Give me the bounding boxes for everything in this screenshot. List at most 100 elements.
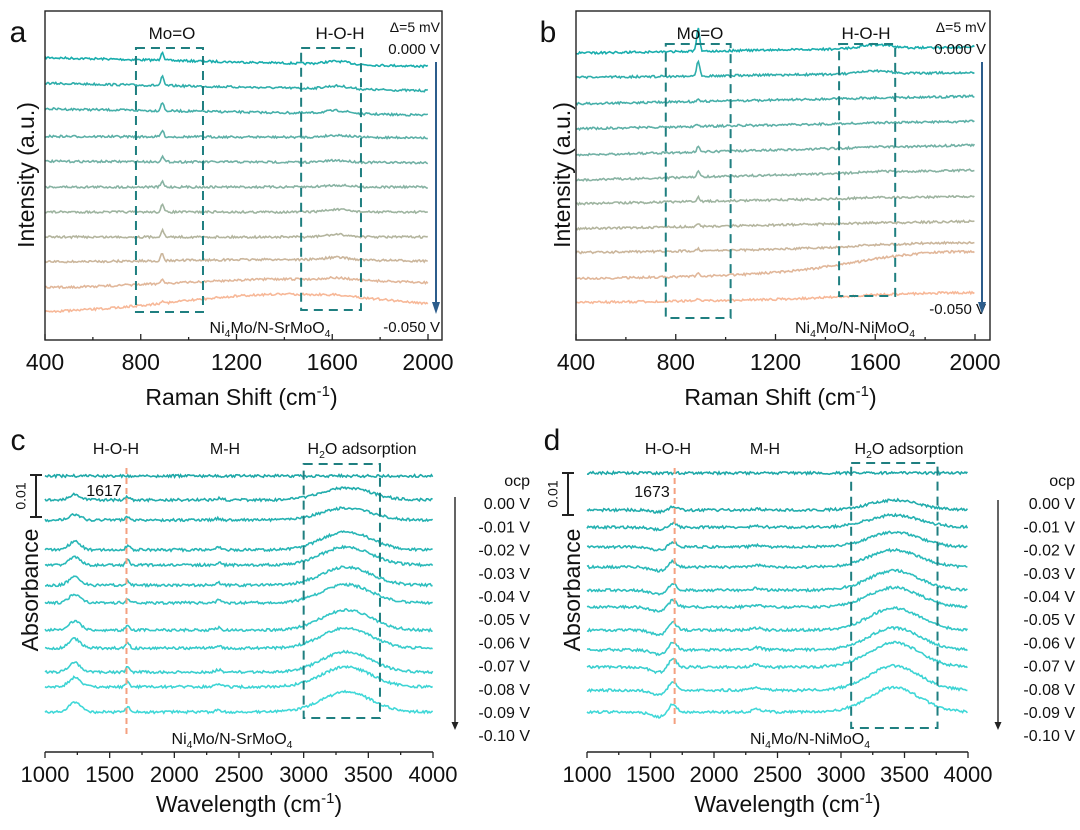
spectrum-trace	[575, 168, 975, 183]
x-tick-label: 4000	[944, 762, 993, 787]
text-part: )	[869, 384, 877, 410]
text-part: H	[855, 441, 867, 458]
spectrum-trace	[586, 547, 968, 573]
text-part: Wavelength (cm	[156, 791, 321, 817]
text-part: )	[334, 791, 342, 817]
panel-letter: b	[540, 16, 557, 49]
subscript: 4	[287, 740, 293, 751]
spectrum-trace	[44, 129, 428, 140]
scale-bar-label: 0.01	[13, 482, 29, 509]
spectrum-trace	[575, 290, 975, 305]
spectrum-trace	[44, 626, 433, 651]
text-part: Ni	[210, 320, 225, 337]
superscript: -1	[317, 383, 330, 400]
dashed-region-box	[302, 463, 381, 719]
x-tick-label: 3500	[344, 762, 393, 787]
spectrum-trace	[44, 582, 433, 606]
band-label-h-o-h: H-O-H	[315, 24, 364, 43]
spectrum-trace	[44, 689, 434, 715]
potential-label: -0.01 V	[1023, 519, 1075, 536]
arrow-head-icon	[994, 722, 1002, 730]
x-tick-label: 1600	[850, 349, 901, 375]
spectrum-trace	[44, 608, 433, 633]
subscript: 4	[810, 329, 816, 340]
potential-label: -0.02 V	[1023, 543, 1075, 560]
panel-letter: a	[10, 16, 27, 49]
potential-step-label: Δ=5 mV	[936, 19, 987, 35]
spectrum-trace	[575, 240, 975, 255]
x-tick-label: 1600	[307, 349, 358, 375]
plot-frame	[575, 10, 991, 341]
spectrum-trace	[44, 227, 428, 240]
sample-label: Ni4Mo/N-SrMoO4	[172, 731, 293, 751]
spectrum-trace	[575, 119, 975, 132]
spectrum-trace	[586, 663, 968, 697]
text-part: Mo/N-SrMoO	[230, 320, 324, 337]
x-axis-title: Wavelength (cm-1)	[694, 790, 880, 817]
potential-label: -0.07 V	[1023, 659, 1075, 676]
spectrum-trace	[44, 565, 433, 588]
potential-label: -0.05 V	[1023, 612, 1075, 629]
y-axis-title: Intensity (a.u.)	[549, 102, 575, 248]
subscript: 4	[765, 740, 771, 751]
x-tick-label: 2000	[402, 349, 453, 375]
subscript: 2	[866, 450, 872, 461]
x-tick-label: 800	[657, 349, 695, 375]
band-label-h-o-h: H-O-H	[645, 441, 691, 458]
y-axis-title: Absorbance	[559, 529, 585, 652]
panel-c: 1000 1500 2000 2500 3000 3500 4000 H-O-H M-H H2O …	[11, 424, 531, 817]
x-tick-label: 400	[557, 349, 595, 375]
text-part: Mo/N-SrMoO	[192, 731, 286, 748]
arrow-head-icon	[978, 302, 986, 314]
plot-frame	[44, 10, 443, 341]
dashed-region-box	[664, 43, 732, 319]
text-part: Raman Shift (cm	[684, 384, 855, 410]
subscript: 4	[187, 740, 193, 751]
potential-label: -0.10 V	[478, 728, 530, 745]
potential-label: -0.04 V	[478, 589, 530, 606]
potential-label: ocp	[504, 473, 530, 490]
y-axis-title: Absorbance	[17, 529, 43, 652]
spectrum-trace	[44, 74, 428, 93]
spectrum-trace	[586, 497, 969, 515]
sample-label: Ni4Mo/N-NiMoO4	[750, 731, 870, 751]
spectrum-trace	[44, 473, 434, 479]
band-label-mo-o: Mo=O	[149, 24, 196, 43]
subscript: 4	[225, 329, 231, 340]
potential-label: -0.01 V	[478, 519, 530, 536]
peak-position-label: 1673	[634, 484, 670, 501]
subscript: 4	[909, 329, 915, 340]
y-axis-title: Intensity (a.u.)	[13, 102, 39, 248]
panel-d: 1000 1500 2000 2500 3000 3500 4000 H-O-H M-H H2O …	[544, 424, 1076, 817]
dashed-region-box	[300, 47, 362, 311]
spectrum-trace	[44, 202, 428, 215]
spectrum-trace	[575, 59, 975, 80]
x-tick-label: 3000	[279, 762, 328, 787]
band-label-h2o-adsorption: H2O adsorption	[308, 441, 417, 461]
potential-label: 0.00 V	[1029, 496, 1076, 513]
spectrum-trace	[44, 486, 433, 503]
band-label-h2o-adsorption: H2O adsorption	[855, 441, 964, 461]
text-part: H	[308, 441, 320, 458]
potential-label: -0.02 V	[478, 543, 530, 560]
arrow-head-icon	[432, 302, 440, 314]
text-part: Wavelength (cm	[694, 791, 859, 817]
x-tick-label: 1000	[563, 762, 612, 787]
sample-label: Ni4Mo/N-SrMoO4	[210, 320, 331, 340]
x-tick-label: 1000	[21, 762, 70, 787]
x-axis-title: Raman Shift (cm-1)	[684, 383, 876, 410]
potential-label: -0.09 V	[1023, 705, 1075, 722]
spectrum-trace	[44, 51, 429, 69]
x-tick-label: 2000	[150, 762, 199, 787]
potential-label: -0.05 V	[478, 612, 530, 629]
arrow-head-icon	[451, 722, 459, 730]
spectrum-trace	[586, 640, 968, 675]
x-tick-label: 800	[122, 349, 160, 375]
x-tick-label: 4000	[409, 762, 458, 787]
text-part: Raman Shift (cm	[145, 384, 316, 410]
x-axis-title: Raman Shift (cm-1)	[145, 383, 337, 410]
subscript: 2	[319, 450, 325, 461]
text-part: O adsorption	[872, 441, 964, 458]
spectrum-trace	[586, 470, 968, 476]
